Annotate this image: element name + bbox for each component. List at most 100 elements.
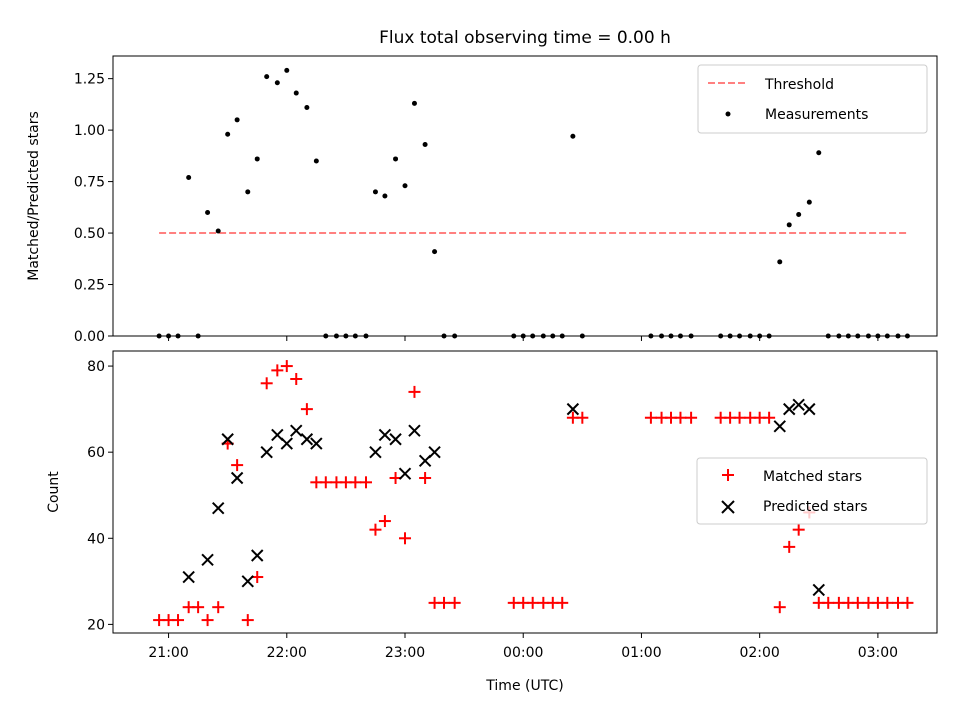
- measurement-point: [432, 249, 438, 255]
- predicted-star-marker: [566, 402, 580, 416]
- measurement-point: [806, 199, 812, 205]
- predicted-star-marker: [251, 549, 264, 562]
- matched-star-marker: [192, 601, 205, 614]
- measurement-point: [186, 174, 192, 180]
- predicted-star-marker: [201, 553, 214, 567]
- top-y-tick-label: 1.25: [74, 72, 105, 88]
- predicted-star-marker: [241, 575, 254, 588]
- matched-star-marker: [212, 601, 225, 614]
- top-y-tick-label: 0.50: [74, 226, 105, 242]
- legend-threshold-label: Threshold: [764, 77, 834, 93]
- matched-star-marker: [378, 515, 391, 528]
- predicted-star-marker: [792, 398, 805, 412]
- matched-star-marker: [783, 540, 796, 553]
- predicted-star-marker: [300, 433, 314, 446]
- bottom-x-tick-label: 22:00: [267, 645, 307, 661]
- measurement-point: [215, 228, 221, 234]
- measurement-point: [796, 212, 802, 218]
- top-y-tick-label: 0.25: [74, 278, 105, 294]
- top-legend-box: [697, 64, 928, 134]
- bottom-y-axis-label: Count: [46, 471, 62, 513]
- predicted-star-marker: [783, 402, 796, 416]
- predicted-star-marker: [773, 420, 786, 433]
- top-y-tick-label: 0.00: [74, 329, 105, 345]
- bottom-y-tick-label: 20: [87, 617, 105, 633]
- bottom-panel: 20 40 60 80 21:00 22:00 23:00 00:00 01:00 02:00 0…: [46, 350, 938, 694]
- bottom-x-tick-label: 03:00: [858, 645, 898, 661]
- measurement-point: [245, 189, 251, 195]
- matched-star-marker: [280, 360, 293, 373]
- matched-star-marker: [369, 523, 382, 536]
- bottom-y-tick-label: 60: [87, 445, 105, 461]
- predicted-stars-series: [182, 398, 825, 597]
- bottom-y-tick-label: 80: [87, 359, 105, 375]
- predicted-star-marker: [378, 428, 392, 442]
- matched-stars-series: [153, 360, 914, 627]
- matched-star-marker: [260, 377, 273, 390]
- legend-predicted-swatch: [721, 500, 735, 514]
- matched-star-marker: [822, 596, 835, 609]
- legend-measurements-label: Measurements: [765, 107, 868, 123]
- predicted-star-marker: [182, 570, 195, 584]
- matched-star-marker: [359, 476, 372, 489]
- matched-star-marker: [349, 476, 362, 489]
- bottom-x-ticks: 21:00 22:00 23:00 00:00 01:00 02:00 03:00: [148, 633, 898, 661]
- matched-star-marker: [674, 411, 687, 424]
- measurement-point: [372, 189, 378, 195]
- x-axis-label: Time (UTC): [485, 678, 563, 694]
- measurement-point: [422, 142, 428, 148]
- predicted-star-marker: [310, 437, 323, 450]
- predicted-star-marker: [290, 424, 303, 437]
- matched-star-marker: [576, 411, 589, 424]
- legend-predicted-label: Predicted stars: [763, 499, 868, 515]
- matched-star-marker: [290, 372, 303, 385]
- predicted-star-marker: [408, 424, 421, 437]
- top-y-tick-label: 0.75: [74, 175, 105, 191]
- top-y-axis-label: Matched/Predicted stars: [26, 111, 42, 281]
- bottom-y-ticks: 20 40 60 80: [87, 359, 113, 633]
- measurement-point: [313, 158, 319, 164]
- predicted-star-marker: [812, 583, 825, 597]
- measurement-point: [225, 131, 231, 137]
- legend-matched-swatch: [722, 469, 734, 481]
- predicted-star-marker: [260, 445, 273, 459]
- matched-star-marker: [300, 403, 313, 416]
- matched-star-marker: [644, 411, 657, 424]
- bottom-legend-box: [696, 457, 928, 525]
- measurement-point: [264, 74, 270, 80]
- top-y-tick-label: 1.00: [74, 123, 105, 139]
- bottom-y-tick-label: 40: [87, 531, 105, 547]
- matched-star-marker: [448, 596, 461, 609]
- legend-measurements-swatch: [725, 111, 731, 117]
- matched-star-marker: [231, 459, 244, 472]
- matched-star-marker: [556, 596, 569, 609]
- matched-star-marker: [733, 411, 746, 424]
- measurement-point: [393, 156, 399, 162]
- matched-star-marker: [201, 614, 214, 627]
- matched-star-marker: [419, 472, 432, 485]
- matched-star-marker: [319, 476, 332, 489]
- bottom-x-tick-label: 21:00: [148, 645, 188, 661]
- matched-star-marker: [241, 614, 254, 627]
- predicted-star-marker: [803, 402, 816, 416]
- measurement-point: [382, 193, 388, 199]
- predicted-star-marker: [280, 437, 293, 450]
- top-axes-frame: [112, 55, 938, 337]
- bottom-x-tick-label: 01:00: [621, 645, 661, 661]
- measurement-point: [777, 259, 783, 265]
- matched-star-marker: [792, 523, 805, 536]
- measurement-point: [234, 117, 240, 123]
- predicted-star-marker: [369, 445, 382, 459]
- bottom-x-tick-label: 02:00: [739, 645, 779, 661]
- measurement-point: [205, 209, 211, 215]
- predicted-star-marker: [212, 501, 225, 515]
- measurement-point: [254, 156, 260, 162]
- matched-star-marker: [851, 596, 864, 609]
- legend-matched-label: Matched stars: [763, 469, 862, 485]
- measurement-point: [786, 222, 792, 228]
- matched-star-marker: [408, 385, 421, 398]
- measurement-point: [293, 90, 299, 96]
- bottom-legend: Matched stars Predicted stars: [696, 457, 928, 525]
- measurement-point: [274, 80, 280, 86]
